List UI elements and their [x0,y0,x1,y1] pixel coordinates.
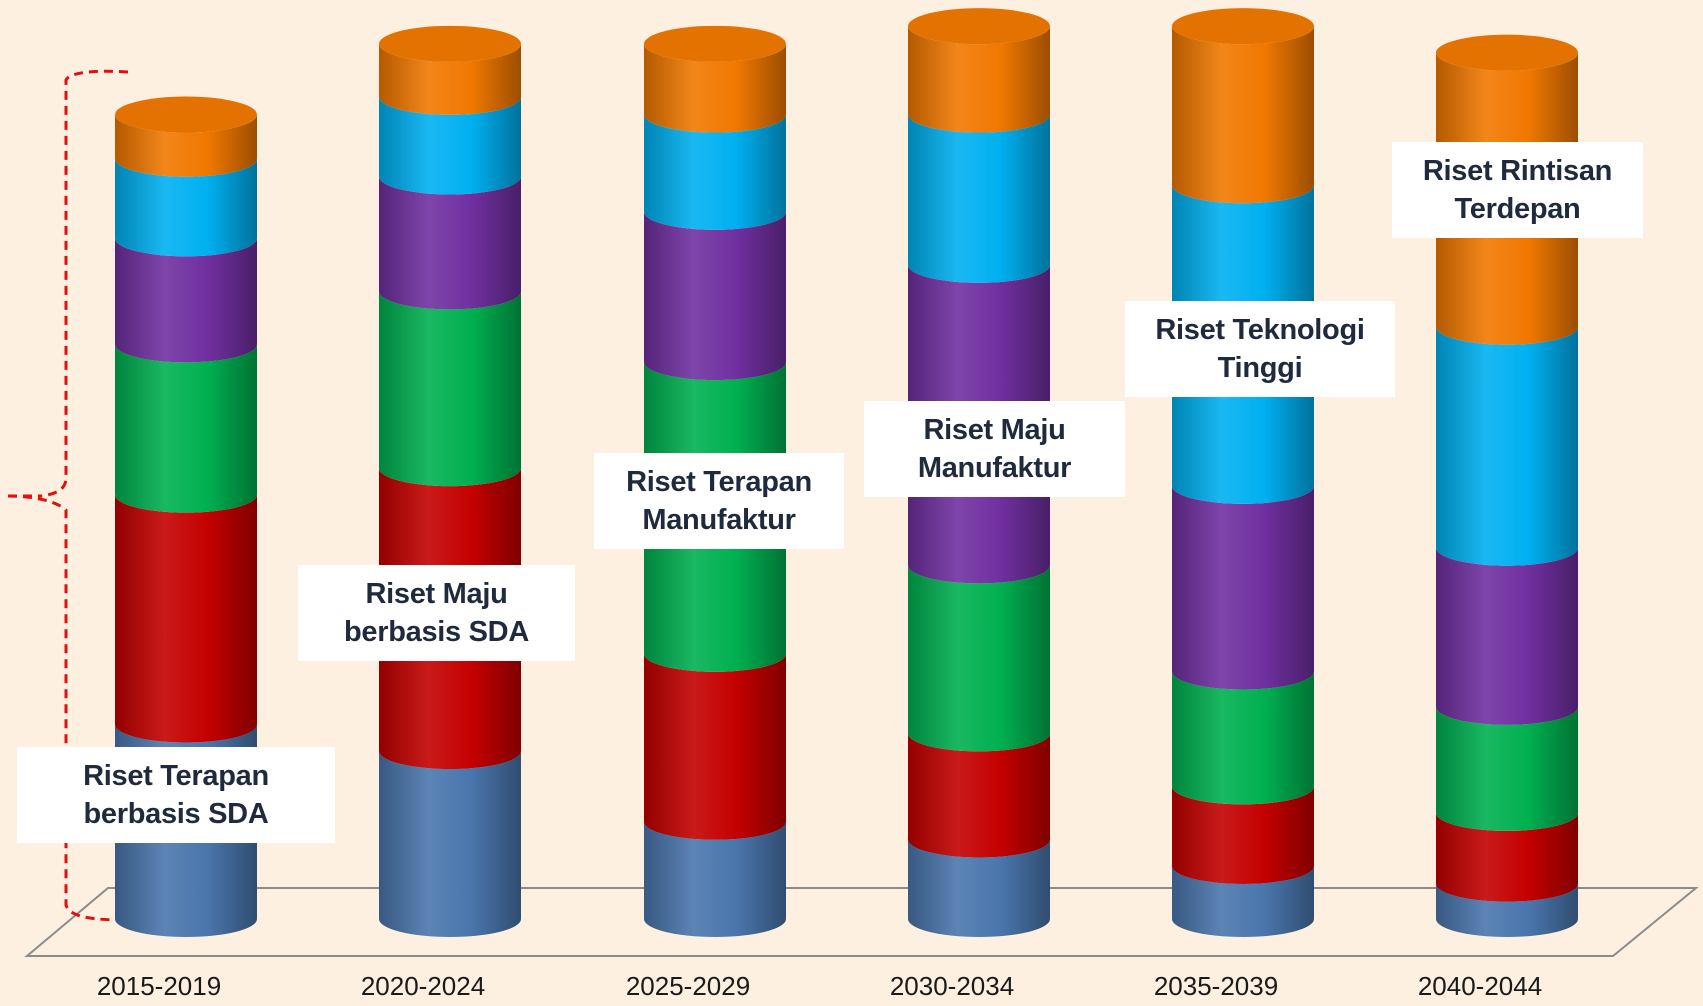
bar-segment [1172,671,1314,805]
bar-segment [1436,883,1578,937]
annotation-line: Riset Rintisan [1422,155,1613,187]
bar-segment [115,494,257,743]
bar-segment [644,821,786,937]
bar-segment [379,751,521,937]
annotation-label: Riset Maju berbasis SDA [298,565,575,661]
bar-segment [1172,786,1314,884]
annotation-line: Riset Maju [923,414,1066,446]
bar-segment [1172,865,1314,937]
bar-segment [908,565,1050,752]
bar-segment [1436,547,1578,725]
bar-top-cap [115,96,257,133]
bar-segment [379,176,521,310]
x-tick-label: 2040-2044 [1417,971,1543,1001]
x-tick-label: 2020-2024 [360,971,486,1001]
x-tick-label: 2035-2039 [1153,971,1279,1001]
annotation-line: Riset Teknologi [1155,314,1365,346]
bar-top-cap [644,25,786,62]
bar-2020-2024 [379,25,521,937]
annotation-label: Riset Maju Manufaktur [864,401,1125,497]
annotation-line: berbasis SDA [344,616,529,648]
bar-segment [379,291,521,487]
bar-segment [115,158,257,257]
bar-top-cap [1436,34,1578,71]
bar-segment [908,114,1050,283]
bar-segment [644,43,786,133]
chart-floor [24,887,1699,957]
bar-top-cap [908,8,1050,45]
bar-segment [908,733,1050,858]
bar-top-cap [1172,8,1314,45]
bar-segment [908,839,1050,937]
x-tick-label: 2025-2029 [625,971,751,1001]
bar-top-cap [379,25,521,62]
annotation-line: Riset Maju [365,578,508,610]
bar-segment [379,96,521,195]
x-tick-label: 2015-2019 [96,971,222,1001]
bar-segment [908,26,1050,133]
bar-segment [1436,812,1578,902]
annotation-line: Tinggi [1217,352,1303,384]
annotation-line: Terdepan [1454,193,1581,225]
bar-segment [115,344,257,513]
bar-segment [1172,26,1314,204]
annotation-label: Riset Teknologi Tinggi [1125,301,1395,397]
bar-segment [644,653,786,840]
annotation-line: berbasis SDA [83,798,269,830]
bar-segment [1436,706,1578,831]
bar-segment [1436,326,1578,566]
annotation-line: Manufaktur [642,504,796,536]
bar-segment [644,114,786,230]
annotation-label: Riset Rintisan Terdepan [1392,142,1643,238]
bar-2015-2019 [115,96,257,937]
annotation-line: Riset Terapan [626,466,812,498]
annotation-label: Riset Terapan berbasis SDA [17,747,335,843]
annotation-line: Riset Terapan [83,760,269,792]
x-tick-label: 2030-2034 [889,971,1015,1001]
bar-segment [115,114,257,177]
annotation-line: Manufaktur [917,452,1072,484]
bar-2035-2039 [1172,8,1314,937]
bar-segment [644,211,786,381]
bar-segment [379,43,521,115]
bar-segment [115,238,257,363]
bar-segment [1172,485,1314,690]
annotation-label: Riset Terapan Manufaktur [594,453,844,549]
